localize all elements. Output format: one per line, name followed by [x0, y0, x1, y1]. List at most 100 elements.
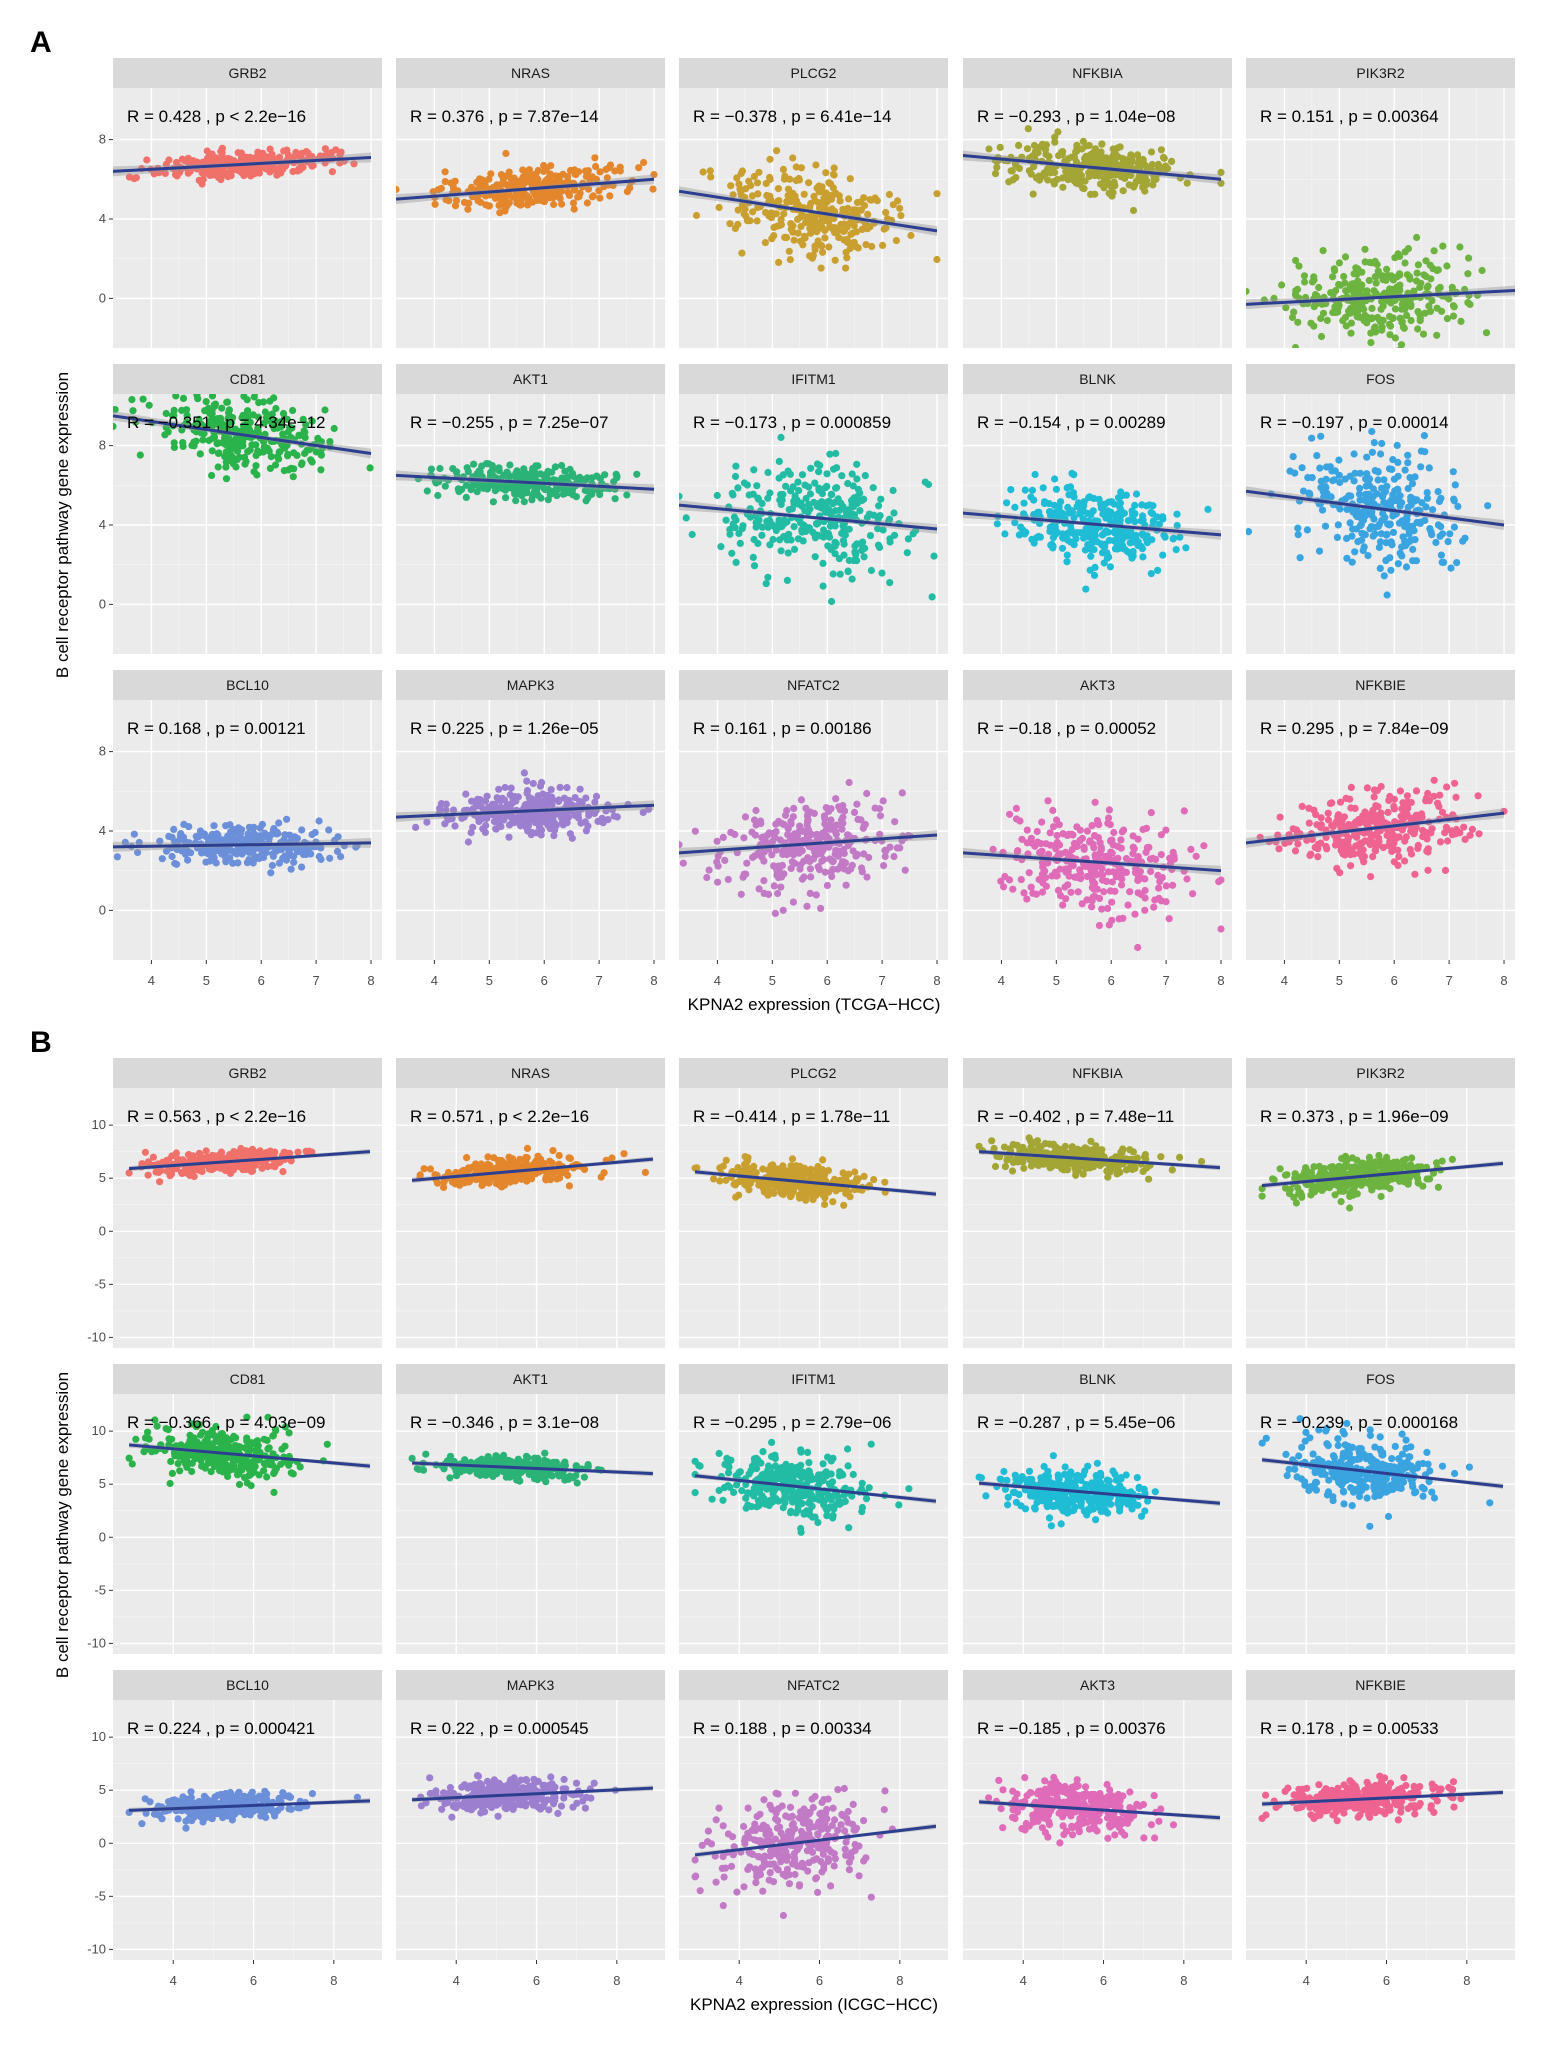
x-tick-label: 7: [879, 973, 886, 988]
scatter-point: [1355, 490, 1364, 498]
scatter-point: [1063, 558, 1071, 566]
scatter-point: [1082, 527, 1090, 535]
facet-strip: [396, 364, 665, 394]
scatter-point: [1291, 343, 1300, 348]
scatter-point: [1413, 233, 1421, 242]
scatter-point: [1398, 317, 1406, 326]
scatter-point: [291, 833, 299, 841]
scatter-point: [1045, 500, 1053, 508]
scatter-point: [1450, 495, 1458, 503]
scatter-point: [1482, 329, 1491, 337]
scatter-point: [879, 526, 887, 534]
scatter-point: [1112, 873, 1121, 881]
scatter-point: [275, 819, 283, 827]
scatter-point: [1289, 825, 1297, 833]
scatter-point: [807, 873, 815, 881]
scatter-point: [860, 495, 868, 503]
scatter-point: [489, 498, 497, 506]
scatter-point: [928, 593, 936, 601]
scatter-point: [220, 421, 228, 429]
scatter-point: [827, 195, 836, 203]
scatter-point: [1401, 259, 1409, 267]
scatter-point: [234, 824, 243, 832]
scatter-point: [473, 178, 481, 186]
scatter-point: [1417, 463, 1425, 471]
scatter-point: [1050, 842, 1059, 850]
scatter-point: [1340, 813, 1348, 821]
scatter-point: [878, 569, 886, 577]
scatter-points: [692, 147, 941, 272]
scatter-point: [1361, 245, 1369, 253]
scatter-point: [766, 155, 774, 163]
scatter-point: [158, 855, 166, 863]
scatter-point: [721, 856, 729, 865]
scatter-point: [555, 796, 563, 804]
scatter-point: [1299, 487, 1308, 495]
scatter-point: [1347, 329, 1355, 337]
scatter-point: [130, 830, 138, 838]
scatter-point: [275, 859, 283, 867]
scatter-point: [1385, 796, 1393, 805]
scatter-point: [289, 473, 297, 481]
scatter-point: [865, 853, 873, 862]
scatter-point: [1165, 915, 1173, 923]
scatter-point: [782, 482, 790, 490]
scatter-point: [314, 434, 322, 442]
scatter-point: [1124, 548, 1132, 556]
scatter-point: [1108, 878, 1116, 886]
scatter-point: [1292, 291, 1300, 299]
scatter-point: [502, 149, 510, 158]
scatter-point: [894, 197, 902, 205]
scatter-point: [1000, 883, 1008, 891]
scatter-point: [1369, 853, 1377, 861]
scatter-point: [1438, 307, 1446, 315]
scatter-point: [208, 171, 217, 179]
scatter-point: [1150, 176, 1158, 184]
scatter-point: [268, 861, 276, 870]
scatter-point: [172, 158, 181, 167]
scatter-point: [1015, 531, 1024, 539]
scatter-point: [1204, 505, 1212, 513]
scatter-point: [591, 154, 599, 162]
scatter-point: [1334, 811, 1343, 819]
scatter-point: [328, 168, 336, 176]
scatter-point: [896, 204, 904, 212]
scatter-point: [502, 494, 510, 502]
regression-line: [963, 851, 1222, 873]
scatter-point: [1308, 474, 1316, 482]
x-tick-label: 5: [769, 973, 776, 988]
scatter-point: [1371, 257, 1379, 265]
scatter-point: [1057, 850, 1065, 858]
scatter-point: [1390, 802, 1398, 811]
scatter-point: [1437, 494, 1445, 502]
scatter-point: [1357, 285, 1365, 293]
scatter-point: [714, 878, 722, 886]
scatter-point: [464, 205, 472, 213]
scatter-point: [889, 486, 897, 495]
scatter-point: [777, 221, 786, 229]
scatter-point: [844, 238, 852, 246]
scatter-point: [886, 538, 894, 546]
scatter-point: [877, 495, 885, 503]
scatter-point: [570, 166, 579, 174]
scatter-point: [1176, 533, 1184, 541]
scatter-point: [1343, 505, 1351, 513]
scatter-point: [1395, 852, 1403, 861]
scatter-point: [650, 171, 658, 179]
scatter-point: [821, 234, 829, 242]
scatter-point: [1034, 838, 1042, 846]
scatter-point: [215, 416, 224, 424]
scatter-point: [1447, 564, 1455, 572]
scatter-point: [1294, 318, 1302, 326]
scatter-point: [1446, 530, 1454, 538]
scatter-point: [1294, 840, 1302, 848]
scatter-point: [717, 543, 725, 551]
scatter-point: [1435, 802, 1443, 811]
scatter-point: [451, 822, 459, 830]
scatter-points: [113, 394, 374, 483]
scatter-point: [1275, 845, 1283, 853]
scatter-point: [1365, 276, 1373, 285]
scatter-point: [1374, 476, 1382, 484]
